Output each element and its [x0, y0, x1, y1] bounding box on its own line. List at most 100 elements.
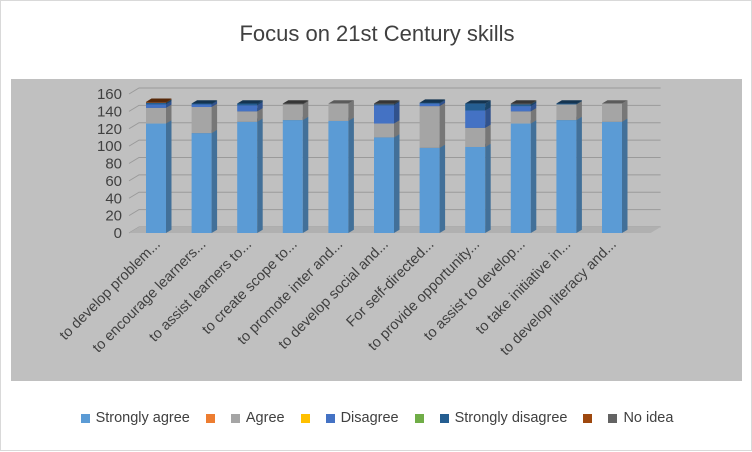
bar-top: [237, 100, 263, 104]
legend-swatch: [230, 413, 240, 423]
bar-top: [556, 100, 582, 104]
bar-segment: [282, 104, 303, 121]
bar-segment: [556, 103, 577, 105]
bar-top: [602, 100, 628, 104]
x-tick-label: For self-directed...: [343, 237, 437, 331]
bar-side: [257, 118, 263, 233]
bar-segment: [374, 104, 394, 106]
legend-swatch: [608, 413, 618, 423]
legend-label: No idea: [623, 410, 674, 426]
bar-side: [257, 100, 263, 106]
bar-segment: [556, 104, 577, 121]
bar-segment: [146, 102, 166, 105]
bar-segment: [146, 104, 166, 108]
bar-segment: [374, 103, 394, 105]
bar-side: [576, 101, 582, 121]
bar-segment: [191, 103, 212, 105]
bar-segment: [510, 104, 531, 107]
bar-side: [439, 99, 446, 104]
bar-segment: [191, 133, 212, 233]
bar-side: [622, 100, 628, 122]
legend-item: [205, 410, 215, 426]
bar-side: [257, 108, 263, 122]
gridline: [128, 87, 661, 95]
bar-segment: [282, 103, 303, 105]
bar-side: [530, 101, 537, 107]
bar-side: [302, 101, 309, 121]
legend-swatch: [325, 413, 335, 423]
bar-segment: [419, 102, 440, 104]
bar-side: [394, 134, 400, 233]
bar-side: [530, 108, 537, 124]
legend-label: Agree: [245, 410, 285, 426]
bar-segment: [510, 111, 531, 124]
bar-segment: [510, 103, 531, 105]
bar-side: [302, 100, 309, 105]
bar-segment: [374, 123, 394, 138]
bar-side: [166, 99, 172, 105]
y-tick-label: 40: [105, 190, 122, 207]
bar-side: [348, 100, 354, 121]
legend-item: [414, 410, 424, 426]
bar-segment: [465, 103, 486, 111]
y-tick-label: 120: [97, 121, 122, 138]
bar-segment: [419, 103, 440, 107]
bar-side: [166, 101, 172, 108]
bar-top: [146, 98, 172, 102]
bar-segment: [556, 120, 577, 233]
bar-segment: [146, 123, 166, 233]
bar-side: [530, 100, 537, 105]
bar-segment: [328, 120, 349, 233]
y-tick-label: 100: [97, 138, 122, 155]
legend-item: [583, 410, 593, 426]
bar-segment: [374, 105, 394, 124]
bar-segment: [282, 120, 303, 233]
y-tick-label: 20: [105, 208, 122, 225]
bar-side: [302, 116, 309, 233]
bar-top: [419, 99, 446, 103]
legend-item: Strongly disagree: [439, 410, 568, 426]
bar-side: [622, 118, 628, 233]
legend-label: Strongly disagree: [454, 410, 568, 426]
bar-segment: [237, 121, 258, 233]
bar-side: [394, 101, 400, 124]
y-tick-label: 140: [97, 103, 122, 120]
bar-segment: [419, 147, 440, 233]
chart-title: Focus on 21st Century skills: [239, 21, 515, 46]
bar-segment: [374, 137, 394, 233]
legend-item: Disagree: [325, 410, 399, 426]
bar-side: [439, 144, 446, 233]
bar-side: [257, 101, 263, 112]
legend-label: Strongly agree: [95, 410, 190, 426]
bar-side: [439, 100, 446, 107]
bar-segment: [146, 101, 166, 103]
bar-segment: [602, 121, 622, 233]
bar-top: [191, 100, 218, 104]
legend-swatch: [80, 413, 90, 423]
bar-segment: [328, 103, 349, 121]
bar-side: [211, 103, 218, 134]
bar-side: [166, 120, 172, 233]
bar-top: [510, 100, 537, 104]
bar-segment: [419, 106, 440, 148]
bar-segment: [191, 107, 212, 134]
bar-segment: [510, 106, 531, 112]
y-tick-label: 160: [97, 86, 122, 103]
bar-side: [530, 102, 537, 112]
legend-item: No idea: [608, 410, 673, 426]
legend-item: Agree: [230, 410, 285, 426]
legend-swatch: [583, 413, 593, 423]
bar-side: [166, 104, 172, 124]
bar-segment: [465, 127, 486, 147]
bar-side: [485, 124, 491, 147]
legend-swatch: [439, 413, 449, 423]
bar-side: [166, 98, 172, 103]
bar-segment: [602, 103, 622, 122]
bar-side: [394, 100, 400, 105]
bar-side: [576, 116, 582, 233]
bar-top: [374, 100, 400, 104]
bar-segment: [237, 111, 258, 122]
legend: Strongly agree Agree Disagree Strongly disa…: [1, 410, 752, 426]
